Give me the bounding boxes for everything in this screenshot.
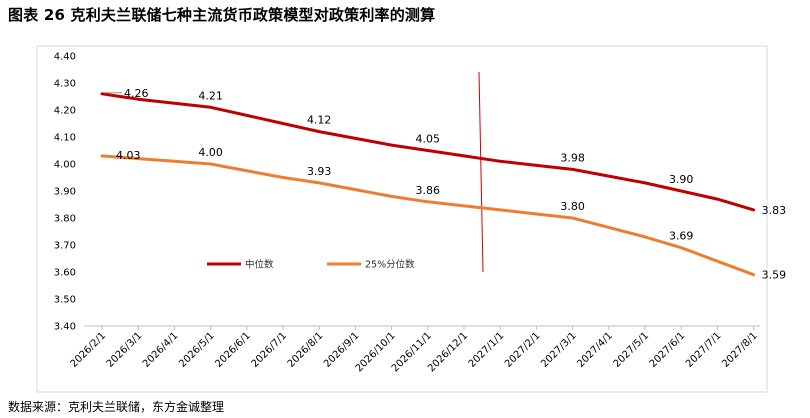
data-label: 3.80 [560, 200, 585, 213]
x-tick-label: 2027/1/1 [467, 330, 507, 370]
y-tick-label: 4.30 [54, 79, 76, 90]
data-label: 4.05 [416, 133, 441, 146]
data-label: 4.12 [307, 114, 332, 127]
data-label: 4.26 [124, 87, 149, 100]
x-tick-label: 2026/3/1 [105, 330, 145, 370]
data-label: 3.98 [560, 151, 585, 164]
data-label: 3.59 [762, 269, 787, 282]
data-label: 3.93 [307, 165, 332, 178]
x-tick-label: 2027/5/1 [612, 330, 652, 370]
y-tick-label: 3.50 [54, 295, 76, 306]
x-tick-label: 2026/6/1 [213, 330, 253, 370]
chart-frame [36, 45, 768, 393]
x-tick-label: 2027/6/1 [648, 330, 688, 370]
y-tick-label: 3.80 [54, 214, 76, 225]
legend: 中位数 25%分位数 [207, 259, 415, 271]
x-tick-label: 2026/2/1 [69, 330, 109, 370]
y-tick-label: 4.40 [54, 52, 76, 63]
series-lines [100, 92, 756, 277]
y-tick-label: 4.00 [54, 160, 76, 171]
vertical-marker-line [478, 71, 484, 273]
data-label: 4.03 [116, 149, 141, 162]
x-tick-label: 2027/4/1 [575, 330, 615, 370]
y-tick-label: 4.20 [54, 106, 76, 117]
y-tick-label: 4.10 [54, 133, 76, 144]
x-tick-label: 2027/7/1 [684, 330, 724, 370]
x-tick-label: 2026/5/1 [177, 330, 217, 370]
data-label: 3.69 [669, 230, 694, 243]
x-axis-ticks: 2026/2/12026/3/12026/4/12026/5/12026/6/1… [69, 326, 760, 374]
chart-title: 图表 26 克利夫兰联储七种主流货币政策模型对政策利率的测算 [8, 6, 436, 24]
data-label: 3.86 [416, 184, 441, 197]
data-label: 4.00 [198, 146, 223, 159]
data-label: 3.83 [762, 204, 787, 217]
x-tick-label: 2026/7/1 [250, 330, 290, 370]
source-note: 数据来源：克利夫兰联储，东方金诚整理 [8, 400, 225, 414]
legend-label: 25%分位数 [365, 259, 415, 271]
data-label: 3.90 [669, 173, 694, 186]
x-tick-label: 2027/3/1 [539, 330, 579, 370]
legend-label: 中位数 [245, 259, 274, 271]
data-labels: 4.26 4.21 4.12 4.05 3.98 3.90 3.83 4.03 4.00 3.93… [104, 87, 786, 282]
y-tick-label: 3.40 [54, 322, 76, 333]
x-tick-label: 2027/8/1 [720, 330, 760, 370]
series-line-0 [100, 92, 756, 212]
y-tick-label: 3.90 [54, 187, 76, 198]
y-tick-label: 3.60 [54, 268, 76, 279]
data-label: 4.21 [198, 89, 223, 102]
x-tick-label: 2026/8/1 [286, 330, 326, 370]
x-tick-label: 2027/2/1 [503, 330, 543, 370]
x-tick-label: 2026/4/1 [141, 330, 181, 370]
series-line-1 [100, 154, 756, 277]
y-axis-ticks: 4.40 4.30 4.20 4.10 4.00 3.90 3.80 3.70 3.60 3.50… [54, 52, 76, 333]
y-tick-label: 3.70 [54, 241, 76, 252]
